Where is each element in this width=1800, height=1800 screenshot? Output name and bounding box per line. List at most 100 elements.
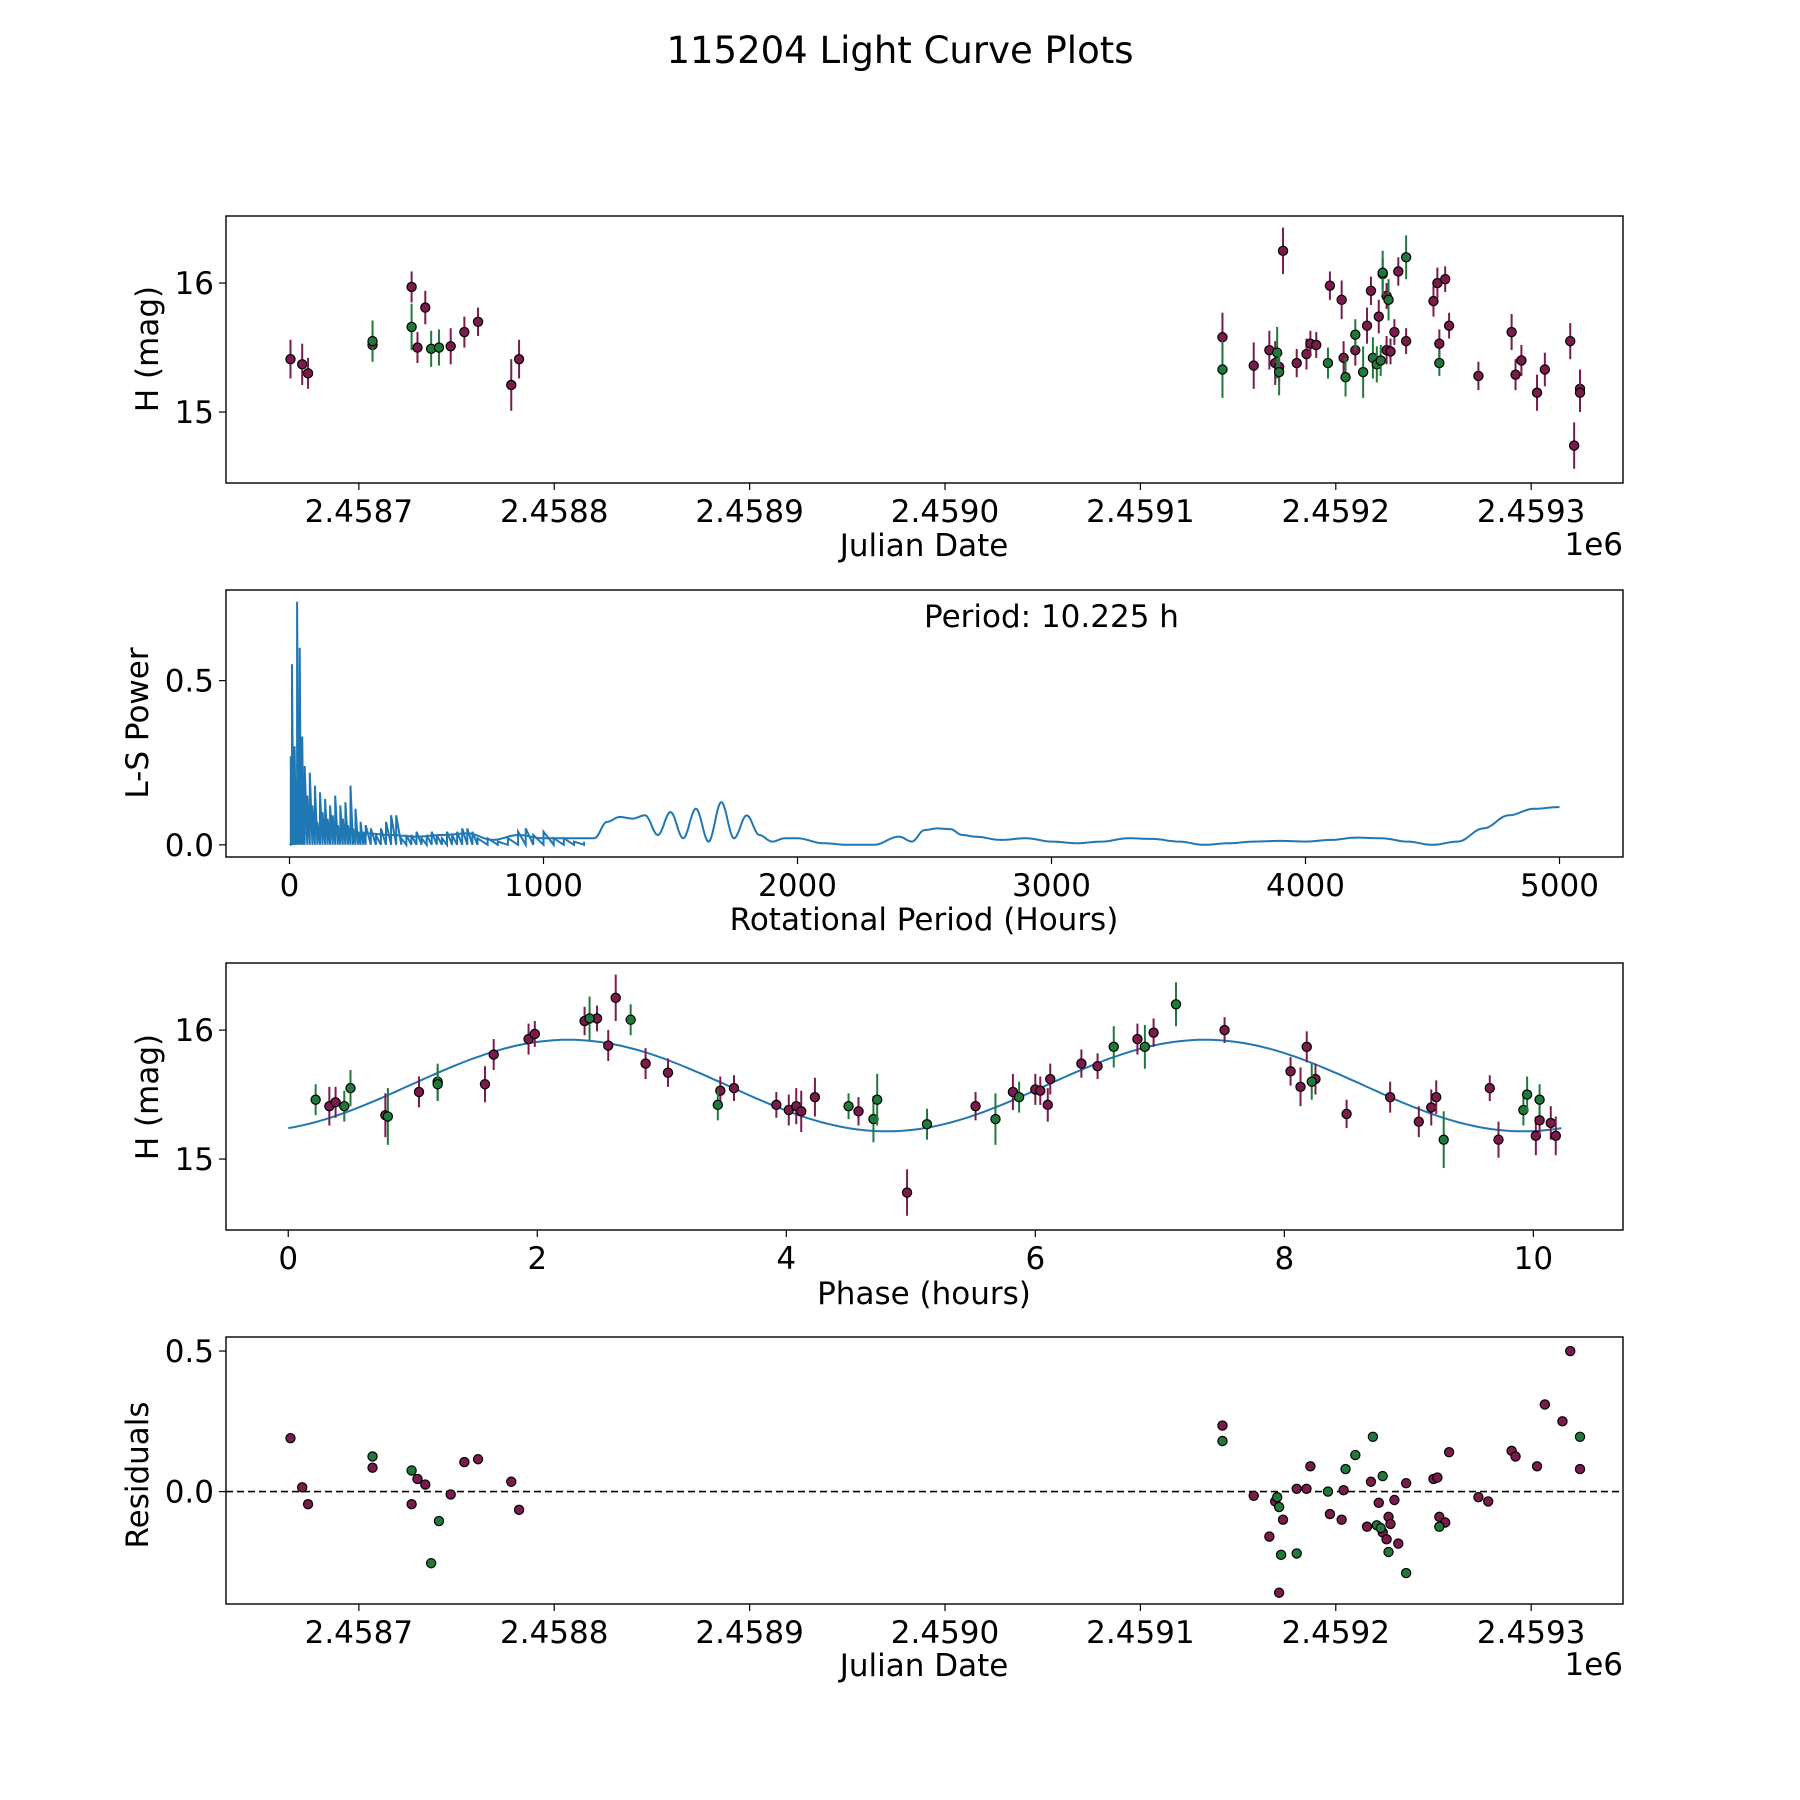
light-curve-xtick-label: 2.4591 (1086, 494, 1194, 530)
light-curve-point-purple (1531, 387, 1543, 398)
phase-folded-point-purple (330, 1097, 341, 1108)
phase-folded-point-green (921, 1119, 933, 1130)
phase-folded-point-green (843, 1100, 854, 1112)
residuals-point-purple (1365, 1476, 1377, 1487)
phase-folded-point-purple (1042, 1099, 1053, 1111)
panel-light-curve-frame (225, 215, 1624, 484)
residuals-point-purple (1291, 1483, 1302, 1494)
phase-folded-point-purple (603, 1040, 614, 1051)
light-curve-point-green (1377, 267, 1388, 278)
residuals-point-purple (420, 1479, 431, 1490)
residuals-point-purple (1473, 1491, 1484, 1503)
residuals-point-purple (1482, 1496, 1494, 1507)
light-curve-ytick-label: 15 (175, 395, 214, 431)
phase-folded-point-purple (662, 1067, 674, 1078)
light-curve-xtick-label: 2.4592 (1282, 494, 1390, 530)
phase-folded-point-purple (1035, 1085, 1046, 1096)
phase-folded-point-purple (640, 1058, 651, 1069)
periodogram-line (289, 801, 1560, 846)
light-curve-point-purple (1324, 280, 1336, 291)
residuals-point-purple (1373, 1497, 1384, 1509)
residuals-point-purple (445, 1489, 456, 1500)
phase-folded-point-purple (1413, 1116, 1425, 1127)
phase-folded-point-purple (1493, 1134, 1504, 1145)
phase-folded-point-green (1139, 1041, 1151, 1053)
periodogram-xtick-label: 0 (280, 868, 300, 904)
residuals-xtick-label: 2.4588 (500, 1615, 608, 1651)
panel-phase-folded: 0 2 4 6 8 10 15 16 Phase (hours) H (mag) (130, 962, 1624, 1312)
residuals-point-purple (302, 1499, 314, 1510)
phase-folded-point-purple (809, 1091, 821, 1103)
residuals-point-green (1400, 1567, 1412, 1579)
residuals-point-purple (367, 1462, 378, 1473)
residuals-point-purple (1273, 1587, 1285, 1598)
residuals-point-purple (1565, 1345, 1576, 1357)
phase-folded-point-green (1108, 1041, 1119, 1053)
light-curve-point-purple (1248, 360, 1259, 371)
phase-folded-xtick-label: 10 (1514, 1241, 1553, 1277)
residuals-point-purple (1336, 1514, 1347, 1525)
light-curve-point-purple (1338, 352, 1349, 364)
light-curve-point-purple (285, 353, 296, 365)
light-curve-point-green (1383, 294, 1394, 306)
residuals-xtick-label: 2.4590 (891, 1615, 999, 1651)
residuals-xtick-label: 2.4589 (695, 1615, 803, 1651)
light-curve-point-purple (1574, 387, 1586, 398)
phase-folded-point-green (625, 1014, 636, 1025)
light-curve-point-green (1434, 357, 1445, 369)
residuals-point-purple (1557, 1416, 1568, 1427)
phase-folded-point-purple (796, 1106, 807, 1117)
light-curve-xtick-label: 2.4587 (305, 494, 413, 530)
phase-folded-point-green (1013, 1091, 1025, 1103)
periodogram-xtick-label: 1000 (504, 868, 583, 904)
residuals-ylabel: Residuals (120, 1401, 156, 1548)
phase-folded-point-purple (1045, 1073, 1056, 1085)
residuals-point-purple (1264, 1531, 1275, 1542)
periodogram-xtick-label: 3000 (1012, 868, 1091, 904)
residuals-point-purple (1385, 1518, 1396, 1530)
residuals-point-green (1322, 1486, 1334, 1497)
light-curve-point-green (1350, 329, 1361, 340)
phase-folded-point-purple (1285, 1066, 1296, 1077)
residuals-point-purple (412, 1473, 423, 1485)
fit-curve (288, 1038, 1562, 1133)
light-curve-xlabel: Julian Date (838, 528, 1009, 564)
residuals-point-purple (506, 1476, 517, 1487)
light-curve-xtick-label: 2.4593 (1477, 494, 1585, 530)
light-curve-point-purple (420, 302, 431, 313)
light-curve-point-green (1400, 252, 1412, 263)
residuals-xtick-label: 2.4591 (1086, 1615, 1194, 1651)
panel-light-curve: 2.4587 2.4588 2.4589 2.4590 2.4591 2.4592 2.45… (130, 215, 1624, 564)
panel-periodogram-frame (225, 589, 1624, 858)
light-curve-point-purple (445, 341, 456, 352)
phase-folded-point-purple (1148, 1027, 1159, 1038)
light-curve-xtick-label: 2.4590 (891, 494, 999, 530)
light-curve-point-purple (1389, 326, 1400, 338)
light-curve-point-purple (1473, 370, 1484, 382)
residuals-point-green (1350, 1449, 1361, 1461)
light-curve-point-green (406, 321, 417, 333)
light-curve-point-green (367, 335, 378, 347)
light-curve-point-purple (297, 359, 308, 370)
light-curve-point-green (1340, 372, 1351, 383)
residuals-point-purple (285, 1432, 296, 1444)
residuals-point-green (1275, 1549, 1287, 1561)
light-curve-ylabel: H (mag) (130, 286, 166, 412)
residuals-point-purple (459, 1456, 470, 1468)
period-annotation: Period: 10.225 h (924, 599, 1179, 635)
residuals-offset-label: 1e6 (1564, 1647, 1623, 1683)
light-curve-point-purple (472, 316, 484, 327)
light-curve-point-purple (459, 326, 470, 338)
light-curve-point-purple (1365, 285, 1377, 297)
residuals-xtick-label: 2.4592 (1282, 1615, 1390, 1651)
phase-folded-point-green (1534, 1094, 1545, 1105)
light-curve-point-purple (1385, 346, 1396, 357)
residuals-point-green (1340, 1463, 1351, 1475)
residuals-ytick-label: 0.0 (165, 1475, 214, 1511)
light-curve-point-purple (1336, 294, 1347, 306)
phase-folded-point-purple (488, 1049, 499, 1060)
light-curve-point-purple (1361, 320, 1373, 331)
periodogram-ytick-label: 0.5 (165, 664, 214, 700)
phase-folded-point-purple (1534, 1115, 1545, 1126)
light-curve-point-purple (1217, 332, 1228, 343)
